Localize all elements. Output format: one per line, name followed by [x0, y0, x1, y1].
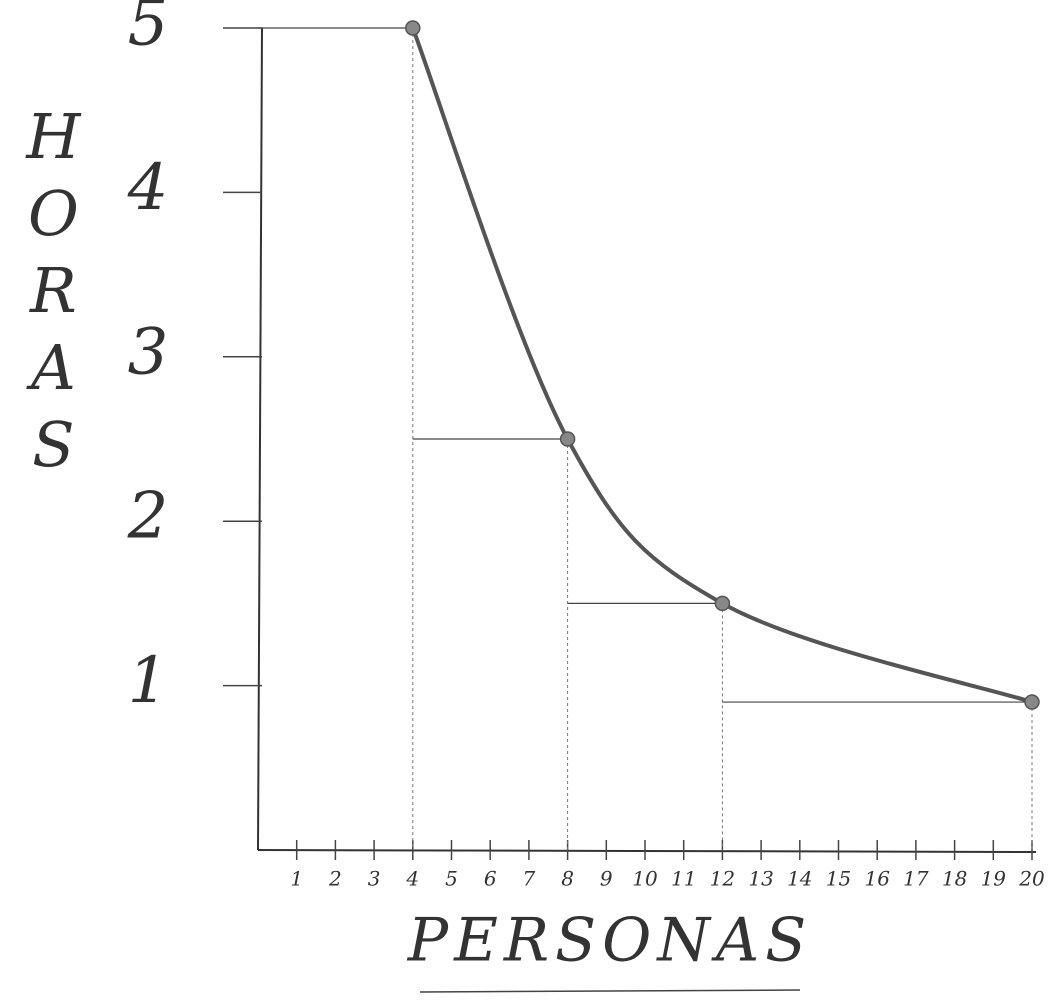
- x-tick-label: 11: [671, 867, 696, 891]
- x-tick-label: 5: [445, 867, 458, 891]
- y-tick-label: 1: [128, 644, 169, 718]
- x-tick-label: 9: [600, 867, 613, 891]
- x-tick-label: 14: [787, 867, 812, 891]
- x-tick-label: 12: [710, 867, 735, 891]
- point: [714, 595, 731, 612]
- point: [559, 431, 576, 447]
- x-tick-label: 3: [368, 867, 381, 891]
- x-tick-label: 7: [523, 867, 536, 891]
- x-tick-label: 20: [1018, 867, 1045, 891]
- x-tick-label: 10: [632, 867, 658, 891]
- point: [405, 20, 421, 36]
- x-tick-label: 6: [484, 867, 497, 891]
- x-tick-label: 1: [290, 867, 303, 891]
- x-tick-label: 17: [903, 867, 929, 891]
- curve: [410, 27, 1033, 704]
- x-tick-label: 18: [942, 867, 967, 891]
- x-tick-label: 8: [561, 867, 574, 891]
- point: [1024, 694, 1040, 710]
- y-tick-label: 5: [128, 0, 169, 61]
- y-tick-label: 3: [128, 315, 169, 389]
- x-axis: [257, 849, 1037, 853]
- y-tick-label: 4: [127, 151, 169, 225]
- underline: [419, 989, 801, 993]
- y-tick-label: 2: [127, 480, 169, 554]
- x-tick-label: 13: [748, 867, 773, 891]
- y-axis: [257, 27, 263, 851]
- x-tick-label: 2: [328, 867, 342, 891]
- x-tick-label: 16: [864, 867, 890, 891]
- x-axis-label: PERSONAS: [407, 906, 813, 976]
- x-tick-label: 19: [981, 867, 1007, 891]
- x-tick-label: 15: [826, 867, 851, 891]
- y-axis-label: HORAS: [17, 100, 90, 485]
- x-tick-label: 4: [405, 867, 419, 891]
